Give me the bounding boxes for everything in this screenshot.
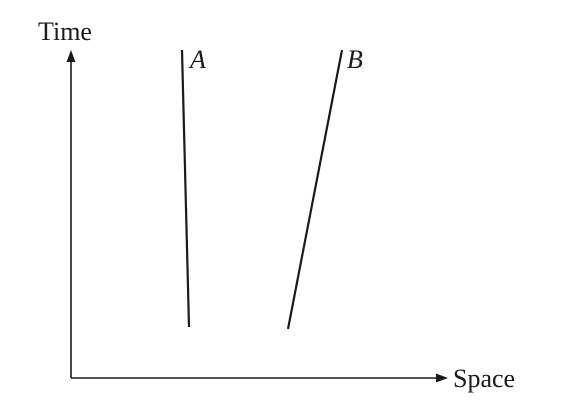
time-axis-label: Time xyxy=(38,17,92,46)
time-axis-arrowhead xyxy=(66,50,76,62)
worldline-b xyxy=(286,49,344,330)
space-axis-label: Space xyxy=(453,364,515,393)
worldline-a xyxy=(180,49,191,328)
worldline-b-label: B xyxy=(347,45,363,74)
space-axis-arrowhead xyxy=(436,373,448,383)
worldline-a-label: A xyxy=(188,45,206,74)
